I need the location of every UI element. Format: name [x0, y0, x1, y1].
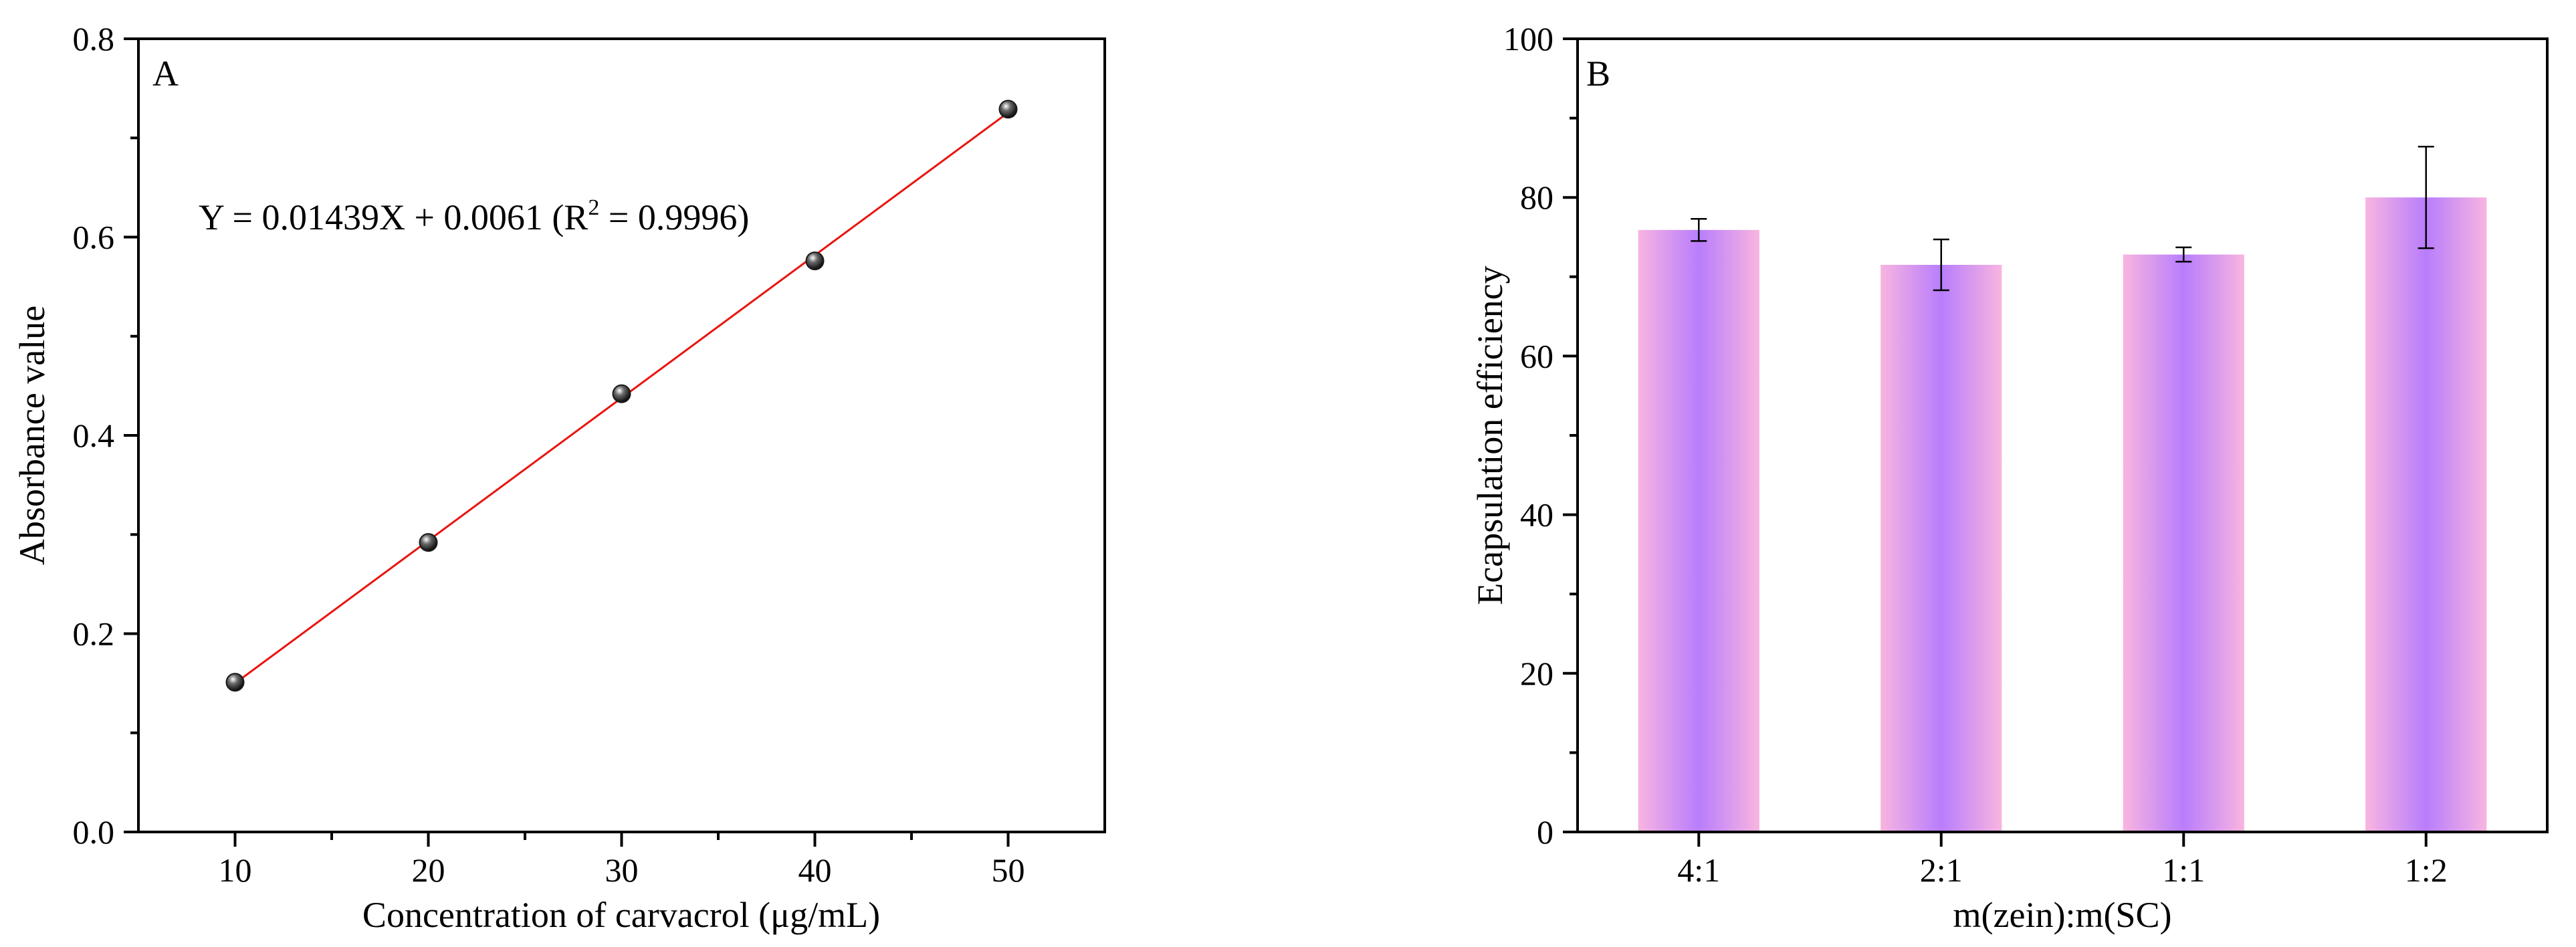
panel-a-data-point — [225, 673, 245, 692]
panel-a-y-tick-label: 0.6 — [73, 219, 115, 256]
panel-a-y-tick-label: 0.0 — [73, 813, 115, 851]
panel-b-label: B — [1586, 54, 1610, 94]
panel-a-label: A — [152, 54, 179, 94]
panel-a-axes: 10 20 30 40 50 0.0 0.2 0.4 0.6 0.8 — [73, 20, 1025, 889]
panel-a-data-point — [998, 100, 1018, 119]
panel-a-data-points — [225, 100, 1018, 692]
panel-a-plot-frame — [137, 37, 1106, 833]
panel-b-encapsulation-chart: 4:1 2:1 1:1 1:2 0 20 40 60 80 100 B m(zein):m(SC)… — [1470, 20, 2549, 935]
panel-b-y-tick-label: 100 — [1503, 20, 1553, 58]
panel-a-data-point — [805, 251, 825, 271]
panel-b-x-tick-label: 2:1 — [1920, 851, 1963, 889]
panel-a-calibration-chart: 10 20 30 40 50 0.0 0.2 0.4 0.6 0.8 A Y = 0.01439X… — [12, 20, 1106, 935]
panel-b-y-tick-label: 80 — [1520, 179, 1553, 216]
panel-b-y-tick-label: 0 — [1537, 813, 1553, 851]
panel-a-x-tick-label: 20 — [412, 851, 445, 889]
panel-b-x-axis-title: m(zein):m(SC) — [1953, 895, 2172, 935]
panel-a-x-tick-label: 10 — [219, 851, 252, 889]
panel-b-y-tick-label: 40 — [1520, 496, 1553, 534]
panel-b-y-tick-label: 60 — [1520, 337, 1553, 375]
panel-b-bars — [1638, 197, 2487, 832]
panel-b-bar — [2365, 197, 2487, 832]
panel-a-data-point — [612, 384, 631, 403]
panel-b-bar — [2123, 254, 2244, 832]
panel-a-y-tick-label: 0.8 — [73, 20, 115, 58]
panel-b-y-tick-label: 20 — [1520, 655, 1553, 692]
panel-a-equation: Y = 0.01439X + 0.0061 (R2 = 0.9996) — [199, 195, 749, 237]
panel-b-y-axis-title: Ecapsulation efficiency — [1470, 266, 1510, 605]
panel-b-x-tick-label: 1:1 — [2162, 851, 2205, 889]
panel-b-x-tick-label: 4:1 — [1677, 851, 1720, 889]
panel-a-x-axis-title: Concentration of carvacrol (μg/mL) — [362, 895, 880, 935]
panel-a-y-tick-label: 0.2 — [73, 615, 115, 653]
panel-a-x-tick-label: 30 — [605, 851, 639, 889]
panel-b-bar — [1638, 229, 1759, 832]
panel-a-y-tick-label: 0.4 — [73, 417, 115, 454]
panel-a-x-tick-label: 40 — [798, 851, 832, 889]
panel-a-x-tick-label: 50 — [992, 851, 1025, 889]
panel-b-bar — [1881, 265, 2002, 832]
panel-a-y-axis-title: Absorbance value — [12, 306, 52, 565]
panel-a-data-point — [419, 533, 438, 552]
panel-b-x-tick-label: 1:2 — [2405, 851, 2448, 889]
panel-b-axes: 4:1 2:1 1:1 1:2 0 20 40 60 80 100 — [1503, 20, 2448, 889]
panel-b-error-bars — [1691, 146, 2434, 292]
